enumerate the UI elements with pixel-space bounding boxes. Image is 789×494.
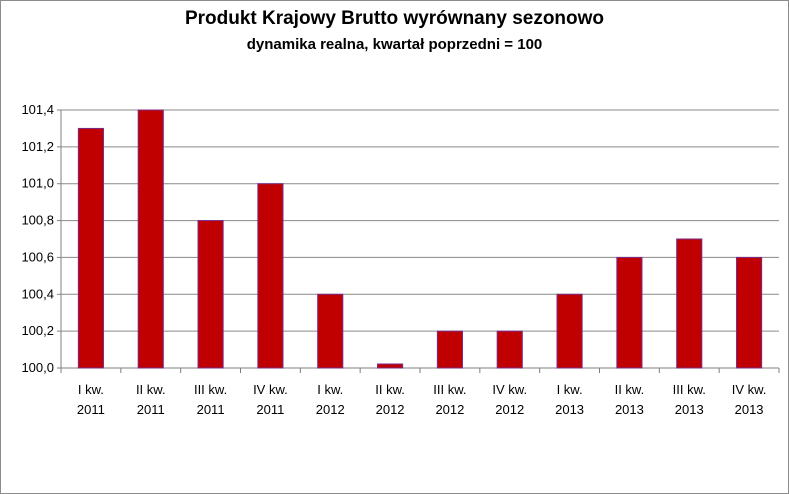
x-tick-label: III kw.: [194, 382, 227, 397]
y-tick-label: 100,2: [21, 323, 54, 338]
x-tick-label: III kw.: [673, 382, 706, 397]
chart-subtitle: dynamika realna, kwartał poprzedni = 100: [246, 36, 543, 53]
bar: [197, 220, 224, 369]
x-tick-label: 2012: [435, 402, 464, 417]
x-tick-label: II kw.: [615, 382, 645, 397]
x-tick-label: 2011: [77, 402, 105, 417]
x-tick-label: 2012: [316, 402, 345, 417]
x-tick-label: 2013: [735, 402, 764, 417]
x-tick-label: III kw.: [433, 382, 466, 397]
x-tick-label: 2012: [495, 402, 524, 417]
x-tick-label: II kw.: [136, 382, 166, 397]
x-tick-label: I kw.: [78, 382, 104, 397]
y-tick-label: 100,4: [21, 286, 54, 301]
x-tick-label: 2013: [675, 402, 704, 417]
x-tick-label: IV kw.: [492, 382, 527, 397]
x-tick-label: IV kw.: [253, 382, 288, 397]
x-tick-label: II kw.: [375, 382, 405, 397]
x-tick-label: 2011: [137, 402, 165, 417]
bar: [77, 127, 104, 369]
y-tick-label: 101,2: [21, 139, 54, 154]
y-tick-label: 100,6: [21, 249, 54, 264]
y-tick-label: 101,0: [21, 176, 54, 191]
bar: [736, 256, 763, 369]
bar: [436, 330, 463, 369]
y-tick-label: 100,0: [21, 360, 54, 375]
bar: [137, 109, 164, 369]
bar: [496, 330, 523, 369]
bar: [676, 238, 703, 369]
bar: [556, 293, 583, 369]
x-tick-label: 2013: [615, 402, 644, 417]
y-tick-label: 101,4: [21, 102, 54, 117]
x-tick-label: IV kw.: [732, 382, 767, 397]
x-tick-label: 2012: [376, 402, 405, 417]
y-tick-label: 100,8: [21, 213, 54, 228]
bar: [377, 363, 404, 369]
chart-title: Produkt Krajowy Brutto wyrównany sezonow…: [184, 8, 605, 29]
x-tick-label: 2011: [256, 402, 284, 417]
bar: [317, 293, 344, 369]
x-tick-label: 2011: [197, 402, 225, 417]
bar: [616, 256, 643, 369]
x-tick-label: I kw.: [317, 382, 343, 397]
x-tick-label: I kw.: [557, 382, 583, 397]
bar: [257, 183, 284, 369]
x-tick-label: 2013: [555, 402, 584, 417]
